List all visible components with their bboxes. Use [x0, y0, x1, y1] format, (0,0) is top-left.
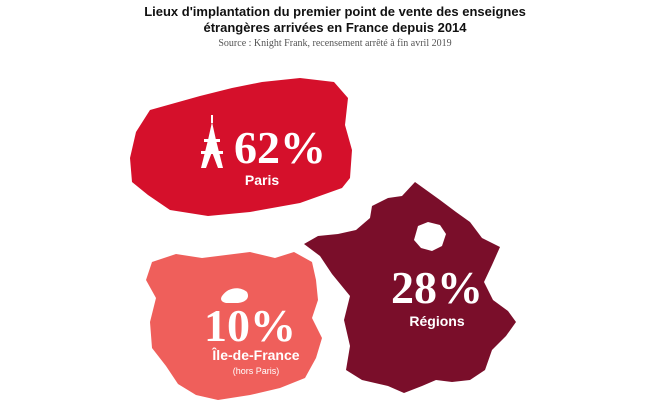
paris-shape	[130, 78, 352, 216]
ile-de-france-label: Île-de-France	[211, 346, 299, 363]
regions-label: Régions	[409, 313, 464, 329]
idf-location-marker	[414, 222, 446, 251]
ile-de-france-sublabel: (hors Paris)	[233, 366, 280, 376]
title-line-1: Lieux d'implantation du premier point de…	[144, 4, 526, 19]
eiffel-tower-icon	[201, 115, 223, 168]
paris-label: Paris	[245, 172, 279, 188]
regions-value: 28%	[391, 262, 483, 313]
title-line-2: étrangères arrivées en France depuis 201…	[203, 20, 467, 35]
france-shape	[304, 182, 516, 393]
ile-de-france-value: 10%	[204, 300, 296, 351]
paris-location-marker	[221, 288, 248, 303]
chart-title: Lieux d'implantation du premier point de…	[0, 4, 670, 36]
ile-de-france-shape	[146, 252, 322, 400]
paris-value: 62%	[234, 122, 326, 173]
source-note: Source : Knight Frank, recensement arrêt…	[218, 38, 452, 49]
